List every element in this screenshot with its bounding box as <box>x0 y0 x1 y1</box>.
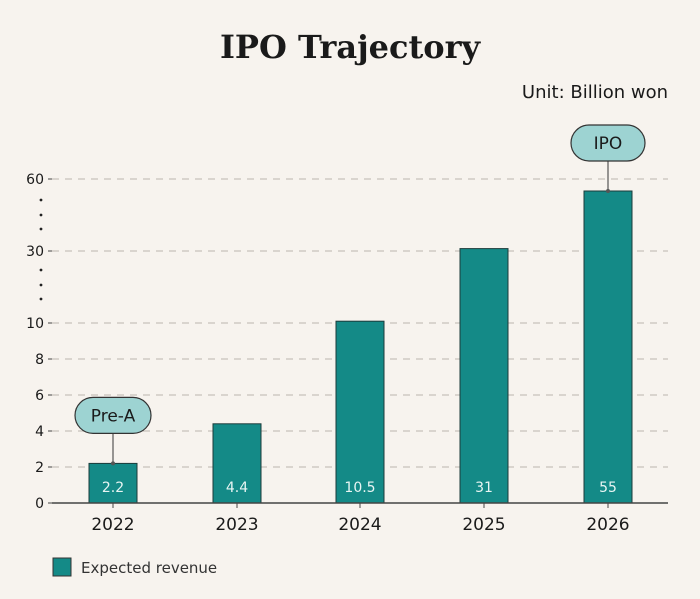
bar-2024 <box>335 320 385 504</box>
axis-break-marks <box>39 198 43 301</box>
x-tick-label: 2024 <box>338 515 381 535</box>
bar-2026 <box>583 190 633 504</box>
callout-bubble <box>74 396 152 434</box>
x-tick-label: 2023 <box>215 515 258 535</box>
callout-label: Pre-A <box>91 406 136 426</box>
axis-break-dot <box>39 297 43 301</box>
legend-swatch <box>52 557 72 577</box>
callout-label: IPO <box>594 134 623 154</box>
y-tick-label: 8 <box>35 352 44 368</box>
y-tick-label: 0 <box>35 496 44 512</box>
callout-bubble <box>570 124 646 162</box>
callout-anchor <box>111 461 115 466</box>
axis-break-dot <box>39 227 43 231</box>
axis-break-dot <box>39 198 43 202</box>
legend: Expected revenue <box>52 557 217 577</box>
y-tick-label: 60 <box>26 172 44 188</box>
x-tick-label: 2022 <box>91 515 134 535</box>
legend-label: Expected revenue <box>81 559 217 577</box>
data-label: 2.2 <box>102 480 124 496</box>
callouts: Pre-A IPO <box>74 124 646 466</box>
data-label: 31 <box>475 480 493 496</box>
y-tick-label: 4 <box>35 424 44 440</box>
x-tick-label: 2025 <box>462 515 505 535</box>
axis-break-dot <box>39 213 43 217</box>
axis-break-dot <box>39 283 43 287</box>
gridlines <box>52 178 668 468</box>
x-tick-label: 2026 <box>586 515 629 535</box>
x-axis-ticks: 2022 2023 2024 2025 2026 <box>91 503 630 535</box>
data-label: 55 <box>599 480 617 496</box>
bar-2025 <box>459 248 509 504</box>
callout-anchor <box>606 189 610 193</box>
y-tick-label: 30 <box>26 244 44 260</box>
y-tick-label: 10 <box>26 316 44 332</box>
chart-title: IPO Trajectory <box>220 28 482 66</box>
y-tick-label: 6 <box>35 388 44 404</box>
unit-label: Unit: Billion won <box>522 82 668 103</box>
axis-break-dot <box>39 268 43 272</box>
data-label: 10.5 <box>344 480 375 496</box>
bars: 2.2 4.4 10.5 31 55 <box>88 190 633 504</box>
data-label: 4.4 <box>226 480 248 496</box>
y-tick-label: 2 <box>35 460 44 476</box>
y-axis-ticks: 0 2 4 6 8 10 30 60 <box>26 172 52 512</box>
